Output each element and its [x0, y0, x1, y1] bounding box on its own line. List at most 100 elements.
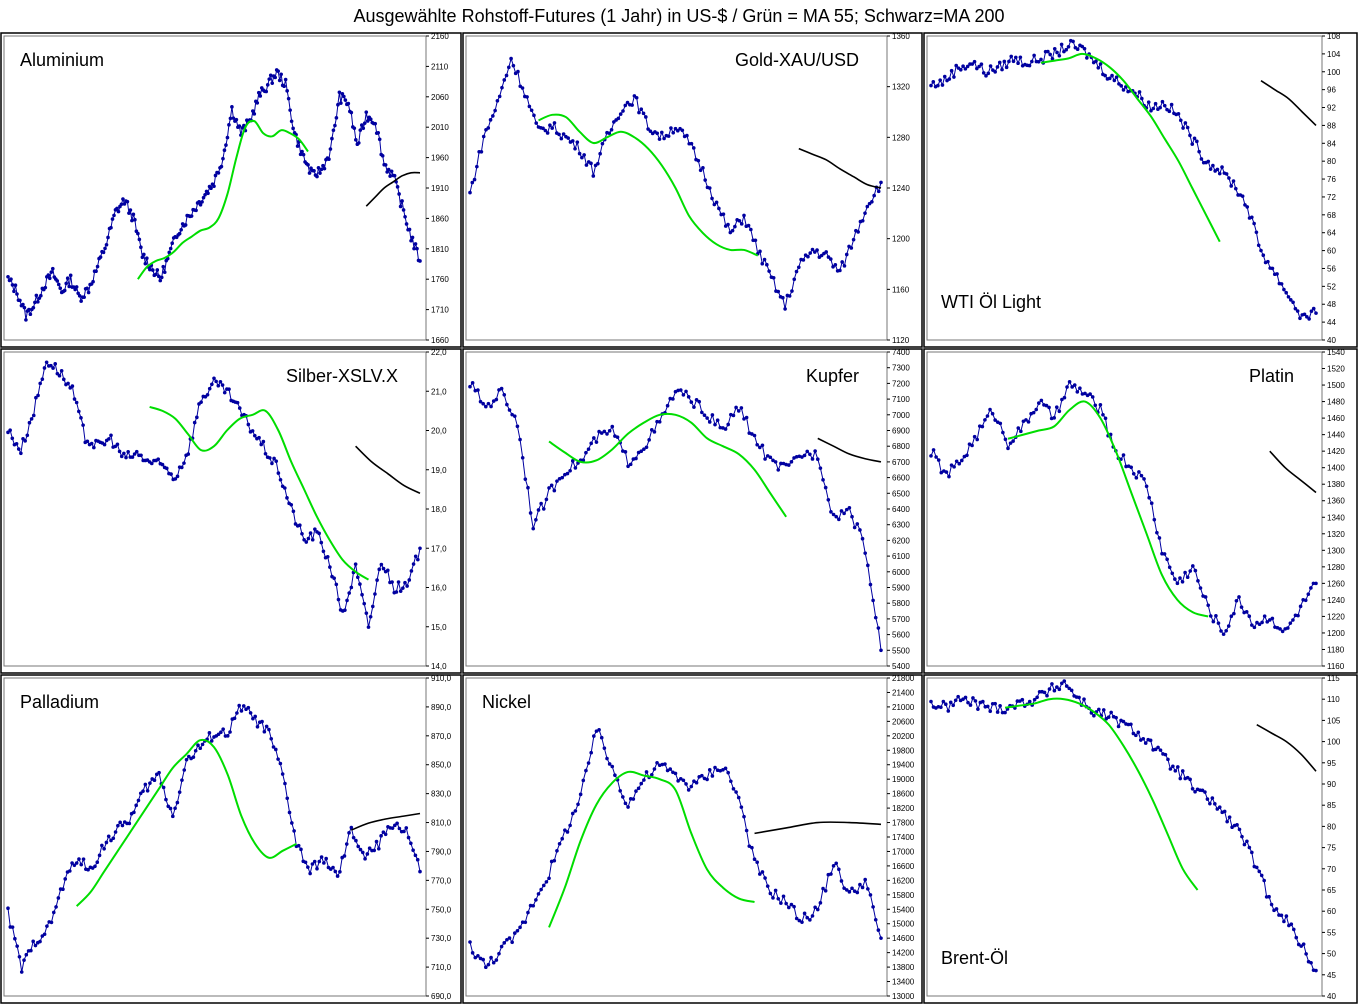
- price-point: [42, 932, 47, 937]
- price-point: [331, 865, 335, 870]
- price-point: [1044, 403, 1049, 408]
- price-point: [214, 379, 218, 384]
- price-point: [31, 413, 36, 418]
- y-tick-label: 1810: [431, 245, 449, 254]
- price-point: [319, 855, 324, 859]
- ma55-line: [1007, 400, 1209, 618]
- price-point: [1107, 76, 1112, 81]
- price-point: [1042, 690, 1047, 695]
- price-point: [581, 458, 586, 463]
- price-point: [1141, 736, 1146, 741]
- price-point: [771, 276, 776, 280]
- y-tick-label: 18600: [892, 790, 915, 799]
- price-point: [1096, 65, 1101, 70]
- price-point: [763, 457, 767, 461]
- price-point: [470, 381, 475, 385]
- price-point: [607, 429, 612, 433]
- price-point: [400, 199, 404, 203]
- price-point: [272, 456, 276, 461]
- price-point: [131, 212, 136, 217]
- price-point: [376, 130, 381, 135]
- price-point: [1155, 530, 1159, 535]
- y-tick-label: 1200: [1327, 629, 1345, 638]
- ma200-line: [355, 445, 421, 495]
- y-tick-label: 44: [1327, 318, 1336, 327]
- price-point: [56, 896, 61, 900]
- price-point: [995, 710, 1000, 714]
- price-point: [823, 888, 828, 893]
- y-tick-label: 16,0: [431, 584, 447, 593]
- price-point: [173, 806, 177, 811]
- price-point: [805, 915, 810, 920]
- price-point: [1013, 55, 1018, 60]
- price-point: [209, 739, 214, 743]
- ma55-line: [1004, 697, 1199, 891]
- price-point: [1131, 731, 1136, 736]
- price-point: [1098, 62, 1103, 66]
- price-point: [14, 442, 19, 446]
- price-point: [306, 865, 310, 869]
- price-point: [1284, 290, 1289, 295]
- chart-panel-7: 13000 13400 13800 14200 14600 15000 15400 15800…: [462, 674, 923, 1004]
- price-point: [1206, 159, 1211, 164]
- price-point: [102, 442, 107, 447]
- y-tick-label: 1160: [892, 285, 910, 294]
- price-point: [1039, 57, 1043, 62]
- price-point: [93, 864, 97, 869]
- price-point: [362, 601, 367, 606]
- y-tick-label: 52: [1327, 282, 1336, 291]
- price-point: [625, 100, 630, 105]
- price-point: [721, 768, 725, 772]
- ma200-line: [351, 812, 421, 831]
- price-point: [153, 272, 158, 277]
- price-point: [1036, 59, 1041, 64]
- price-point: [86, 290, 91, 295]
- price-point: [948, 700, 953, 705]
- price-point: [470, 951, 475, 955]
- price-point: [68, 273, 73, 278]
- price-point: [1103, 416, 1108, 421]
- price-point: [580, 155, 584, 160]
- price-point: [523, 477, 528, 481]
- price-point: [605, 756, 609, 761]
- price-point: [1024, 418, 1028, 422]
- price-point: [1129, 722, 1133, 727]
- price-point: [166, 804, 171, 809]
- price-point: [1067, 686, 1072, 691]
- price-point: [200, 200, 204, 204]
- price-point: [196, 743, 200, 748]
- price-point: [257, 435, 261, 440]
- y-tick-label: 2010: [431, 123, 449, 132]
- price-point: [1285, 626, 1290, 630]
- price-point: [644, 445, 649, 450]
- price-point: [264, 89, 269, 94]
- price-point: [29, 417, 34, 421]
- price-point: [660, 130, 664, 135]
- price-point: [855, 522, 860, 526]
- price-point: [381, 566, 386, 571]
- price-point: [1222, 809, 1227, 814]
- price-point: [598, 151, 602, 156]
- price-point: [1147, 495, 1151, 500]
- price-point: [182, 768, 187, 772]
- y-tick-label: 1400: [1327, 464, 1345, 473]
- y-tick-label: 7200: [892, 379, 910, 388]
- price-point: [700, 410, 704, 415]
- y-tick-label: 2060: [431, 93, 449, 102]
- price-point: [771, 458, 775, 463]
- price-point: [413, 242, 418, 246]
- price-point: [742, 213, 746, 218]
- price-point: [95, 860, 100, 865]
- plot-area: [465, 677, 888, 997]
- price-point: [1098, 402, 1103, 407]
- price-point: [109, 225, 113, 230]
- chart-panel-1: 1120 1160 1200 1240 1280 1320 1360 Gold-XAU/USD: [462, 32, 923, 348]
- price-point: [304, 540, 309, 544]
- price-point: [668, 767, 673, 771]
- price-point: [868, 893, 873, 897]
- price-point: [180, 465, 184, 470]
- price-point: [734, 790, 738, 794]
- price-point: [963, 67, 968, 71]
- price-point: [685, 133, 689, 138]
- price-point: [623, 103, 628, 108]
